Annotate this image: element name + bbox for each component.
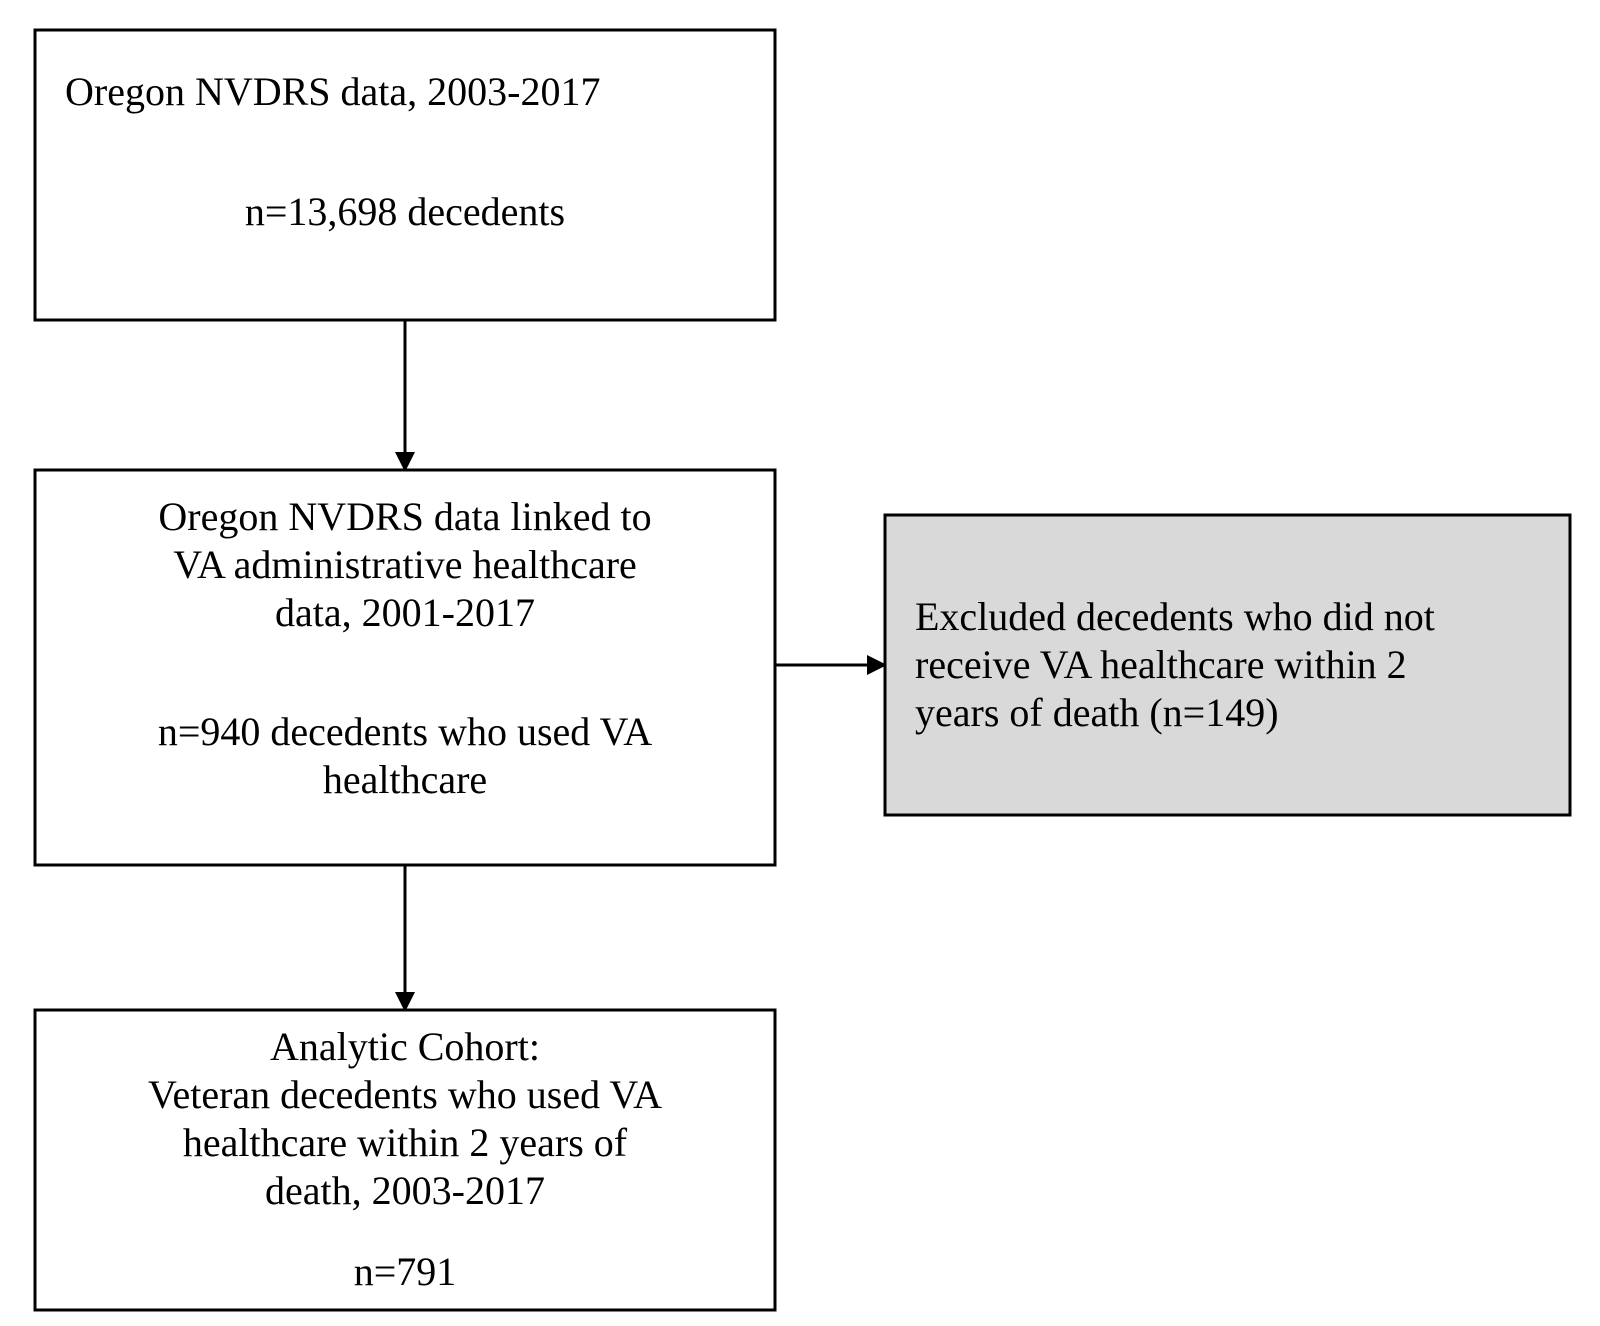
flowchart-node-excluded: Excluded decedents who did notreceive VA… xyxy=(885,515,1570,815)
node-text: data, 2001-2017 xyxy=(275,590,535,635)
node-text: n=13,698 decedents xyxy=(245,189,565,234)
node-text: healthcare within 2 years of xyxy=(183,1120,628,1165)
node-text: receive VA healthcare within 2 xyxy=(915,642,1407,687)
node-text: n=940 decedents who used VA xyxy=(158,709,652,754)
node-text: Oregon NVDRS data linked to xyxy=(158,494,651,539)
node-text: Veteran decedents who used VA xyxy=(148,1072,662,1117)
node-text: VA administrative healthcare xyxy=(173,542,637,587)
flowchart-node-cohort: Analytic Cohort:Veteran decedents who us… xyxy=(35,1010,775,1310)
flowchart-node-source: Oregon NVDRS data, 2003-2017 n=13,698 dec… xyxy=(35,30,775,320)
node-text: n=791 xyxy=(354,1249,457,1294)
node-text: Oregon NVDRS data, 2003-2017 xyxy=(65,69,601,114)
node-text: Analytic Cohort: xyxy=(270,1024,540,1069)
flowchart-node-linked: Oregon NVDRS data linked toVA administra… xyxy=(35,470,775,865)
node-text: death, 2003-2017 xyxy=(265,1168,545,1213)
node-text: years of death (n=149) xyxy=(915,690,1279,735)
flowchart-diagram: Oregon NVDRS data, 2003-2017 n=13,698 dec… xyxy=(0,0,1600,1326)
node-text: Excluded decedents who did not xyxy=(915,594,1435,639)
node-text: healthcare xyxy=(323,757,487,802)
